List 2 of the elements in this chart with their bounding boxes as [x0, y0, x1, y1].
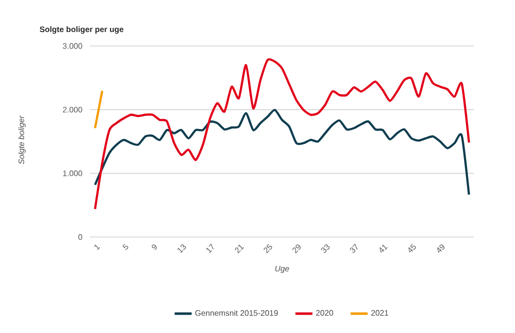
line-series	[94, 58, 470, 210]
line-series	[94, 108, 470, 196]
